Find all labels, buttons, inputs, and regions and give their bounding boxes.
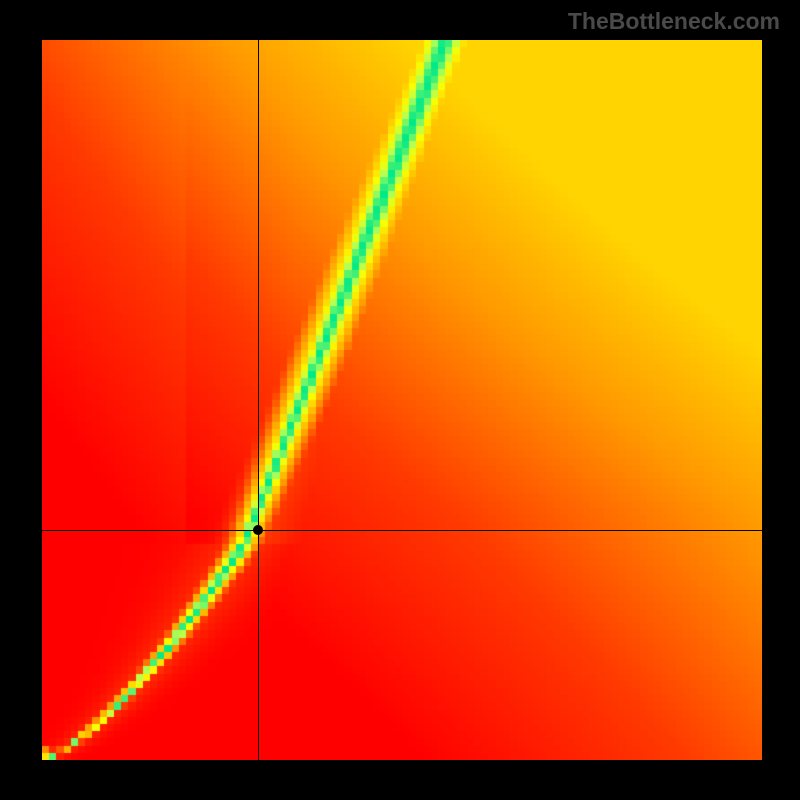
crosshair-marker <box>253 525 263 535</box>
heatmap-chart <box>42 40 762 760</box>
heatmap-canvas <box>42 40 762 760</box>
crosshair-horizontal <box>42 530 762 531</box>
watermark-text: TheBottleneck.com <box>568 8 780 35</box>
crosshair-vertical <box>258 40 259 760</box>
chart-container: TheBottleneck.com <box>0 0 800 800</box>
